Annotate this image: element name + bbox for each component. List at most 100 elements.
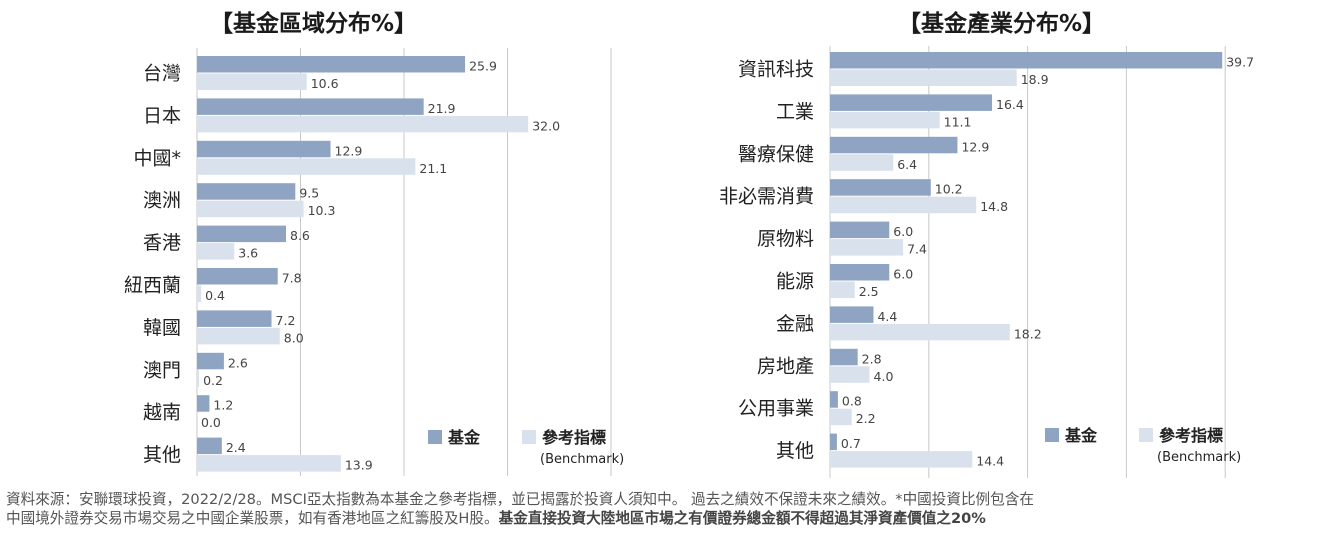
industry-category-label: 醫療保健 [738,143,814,165]
industry-benchmark-value-label: 2.2 [856,411,876,426]
source-footnote: 資料來源：安聯環球投資，2022/2/28。MSCI亞太指數為本基金之參考指標，… [6,490,1336,528]
industry-benchmark-value-label: 18.2 [1014,326,1042,341]
region-benchmark-value-label: 0.4 [205,288,225,303]
region-legend-fund-label: 基金 [447,428,481,447]
region-category-label: 台灣 [143,63,181,85]
region-fund-value-label: 21.9 [428,101,456,116]
region-fund-bar [197,352,224,370]
industry-benchmark-bar [830,239,904,256]
industry-category-label: 公用事業 [738,398,814,420]
region-fund-value-label: 12.9 [335,143,363,158]
industry-fund-value-label: 39.7 [1226,55,1254,70]
industry-category-label: 原物料 [757,228,814,250]
region-benchmark-value-label: 10.6 [311,76,339,91]
region-category-label: 香港 [143,232,181,254]
industry-legend-benchmark-en-label: (Benchmark) [1157,450,1241,465]
industry-chart-title: 【基金產業分布%】 [898,11,1106,37]
industry-fund-value-label: 0.7 [841,436,861,451]
region-benchmark-bar [197,455,341,472]
region-legend-benchmark-label: 參考指標 [542,428,606,447]
region-category-label: 日本 [143,105,181,127]
industry-category-label: 能源 [776,271,814,293]
industry-legend-benchmark-swatch [1139,428,1153,442]
industry-legend-benchmark-label: 參考指標 [1159,426,1223,445]
region-fund-bar [197,395,210,412]
region-benchmark-value-label: 3.6 [238,246,258,261]
industry-benchmark-bar [830,323,1010,341]
industry-benchmark-value-label: 11.1 [944,114,972,129]
industry-category-label: 非必需消費 [719,186,814,208]
region-benchmark-value-label: 0.2 [203,373,223,388]
region-category-label: 越南 [143,402,181,424]
region-benchmark-value-label: 21.1 [419,161,447,176]
region-category-label: 韓國 [143,317,181,339]
industry-category-label: 工業 [776,101,814,123]
industry-benchmark-bar [830,154,894,171]
region-benchmark-value-label: 32.0 [532,118,560,133]
industry-fund-value-label: 16.4 [996,97,1024,112]
region-fund-bar [197,310,272,327]
region-fund-value-label: 7.2 [276,313,296,328]
region-benchmark-value-label: 0.0 [201,415,221,430]
region-benchmark-bar [197,370,200,387]
industry-category-label: 房地產 [757,355,814,377]
industry-fund-value-label: 6.0 [893,224,913,239]
region-category-label: 其他 [143,444,181,466]
region-fund-value-label: 9.5 [299,186,319,201]
region-fund-value-label: 2.6 [228,355,248,370]
industry-fund-bar [830,264,890,281]
region-benchmark-bar [197,73,307,90]
region-category-label: 紐西蘭 [124,275,181,297]
region-legend-benchmark-en-label: (Benchmark) [540,452,624,467]
industry-fund-value-label: 6.0 [893,267,913,282]
industry-fund-bar [830,94,993,111]
industry-benchmark-bar [830,281,855,298]
industry-benchmark-bar [830,451,973,468]
industry-fund-bar [830,52,1223,69]
region-category-label: 中國* [133,147,181,169]
region-fund-value-label: 1.2 [213,398,233,413]
region-legend-benchmark-swatch [522,430,536,444]
industry-fund-value-label: 12.9 [961,139,989,154]
industry-fund-value-label: 0.8 [842,394,862,409]
footnote-line-2: 中國境外證券交易市場交易之中國企業股票，如有香港地區之紅籌股及H股。基金直接投資… [6,509,1336,528]
industry-benchmark-bar [830,408,852,426]
region-fund-value-label: 25.9 [469,59,497,74]
industry-category-label: 其他 [776,440,814,462]
industry-fund-bar [830,348,858,366]
industry-fund-value-label: 4.4 [877,309,897,324]
region-benchmark-value-label: 10.3 [308,203,336,218]
industry-fund-bar [830,306,874,323]
footnote-line-2-plain: 中國境外證券交易市場交易之中國企業股票，如有香港地區之紅籌股及H股。 [6,510,499,527]
region-benchmark-bar [197,327,280,345]
industry-fund-bar [830,433,837,451]
industry-fund-value-label: 10.2 [935,182,963,197]
industry-fund-bar [830,179,931,196]
region-fund-bar [197,437,222,455]
region-benchmark-bar [197,285,202,302]
region-category-label: 澳洲 [143,190,181,212]
region-fund-bar [197,183,296,200]
industry-benchmark-bar [830,196,977,214]
industry-fund-bar [830,221,890,239]
industry-benchmark-bar [830,69,1017,86]
footnote-line-2-bold: 基金直接投資大陸地區市場之有價證券總金額不得超過其淨資產價值之20% [498,510,986,527]
industry-benchmark-value-label: 2.5 [859,284,879,299]
industry-fund-value-label: 2.8 [862,351,882,366]
region-benchmark-value-label: 13.9 [345,458,373,473]
industry-benchmark-value-label: 7.4 [907,242,927,257]
industry-legend-fund-swatch [1045,428,1059,442]
region-benchmark-bar [197,115,529,133]
region-fund-bar [197,268,278,285]
region-benchmark-value-label: 8.0 [284,330,304,345]
footnote-line-1: 資料來源：安聯環球投資，2022/2/28。MSCI亞太指數為本基金之參考指標，… [6,491,1034,508]
region-fund-value-label: 8.6 [290,228,310,243]
industry-benchmark-value-label: 14.4 [976,454,1004,469]
industry-category-label: 金融 [776,313,814,335]
industry-benchmark-bar [830,366,870,383]
industry-benchmark-value-label: 4.0 [874,369,894,384]
industry-benchmark-value-label: 18.9 [1021,72,1049,87]
region-chart-title: 【基金區域分布%】 [210,11,418,37]
region-distribution-chart: 台灣 25.9 10.6 日本 21.9 32.0 中國* 12.9 21.1 澳洲 9.5 10.3… [124,48,624,476]
region-benchmark-bar [197,200,304,218]
